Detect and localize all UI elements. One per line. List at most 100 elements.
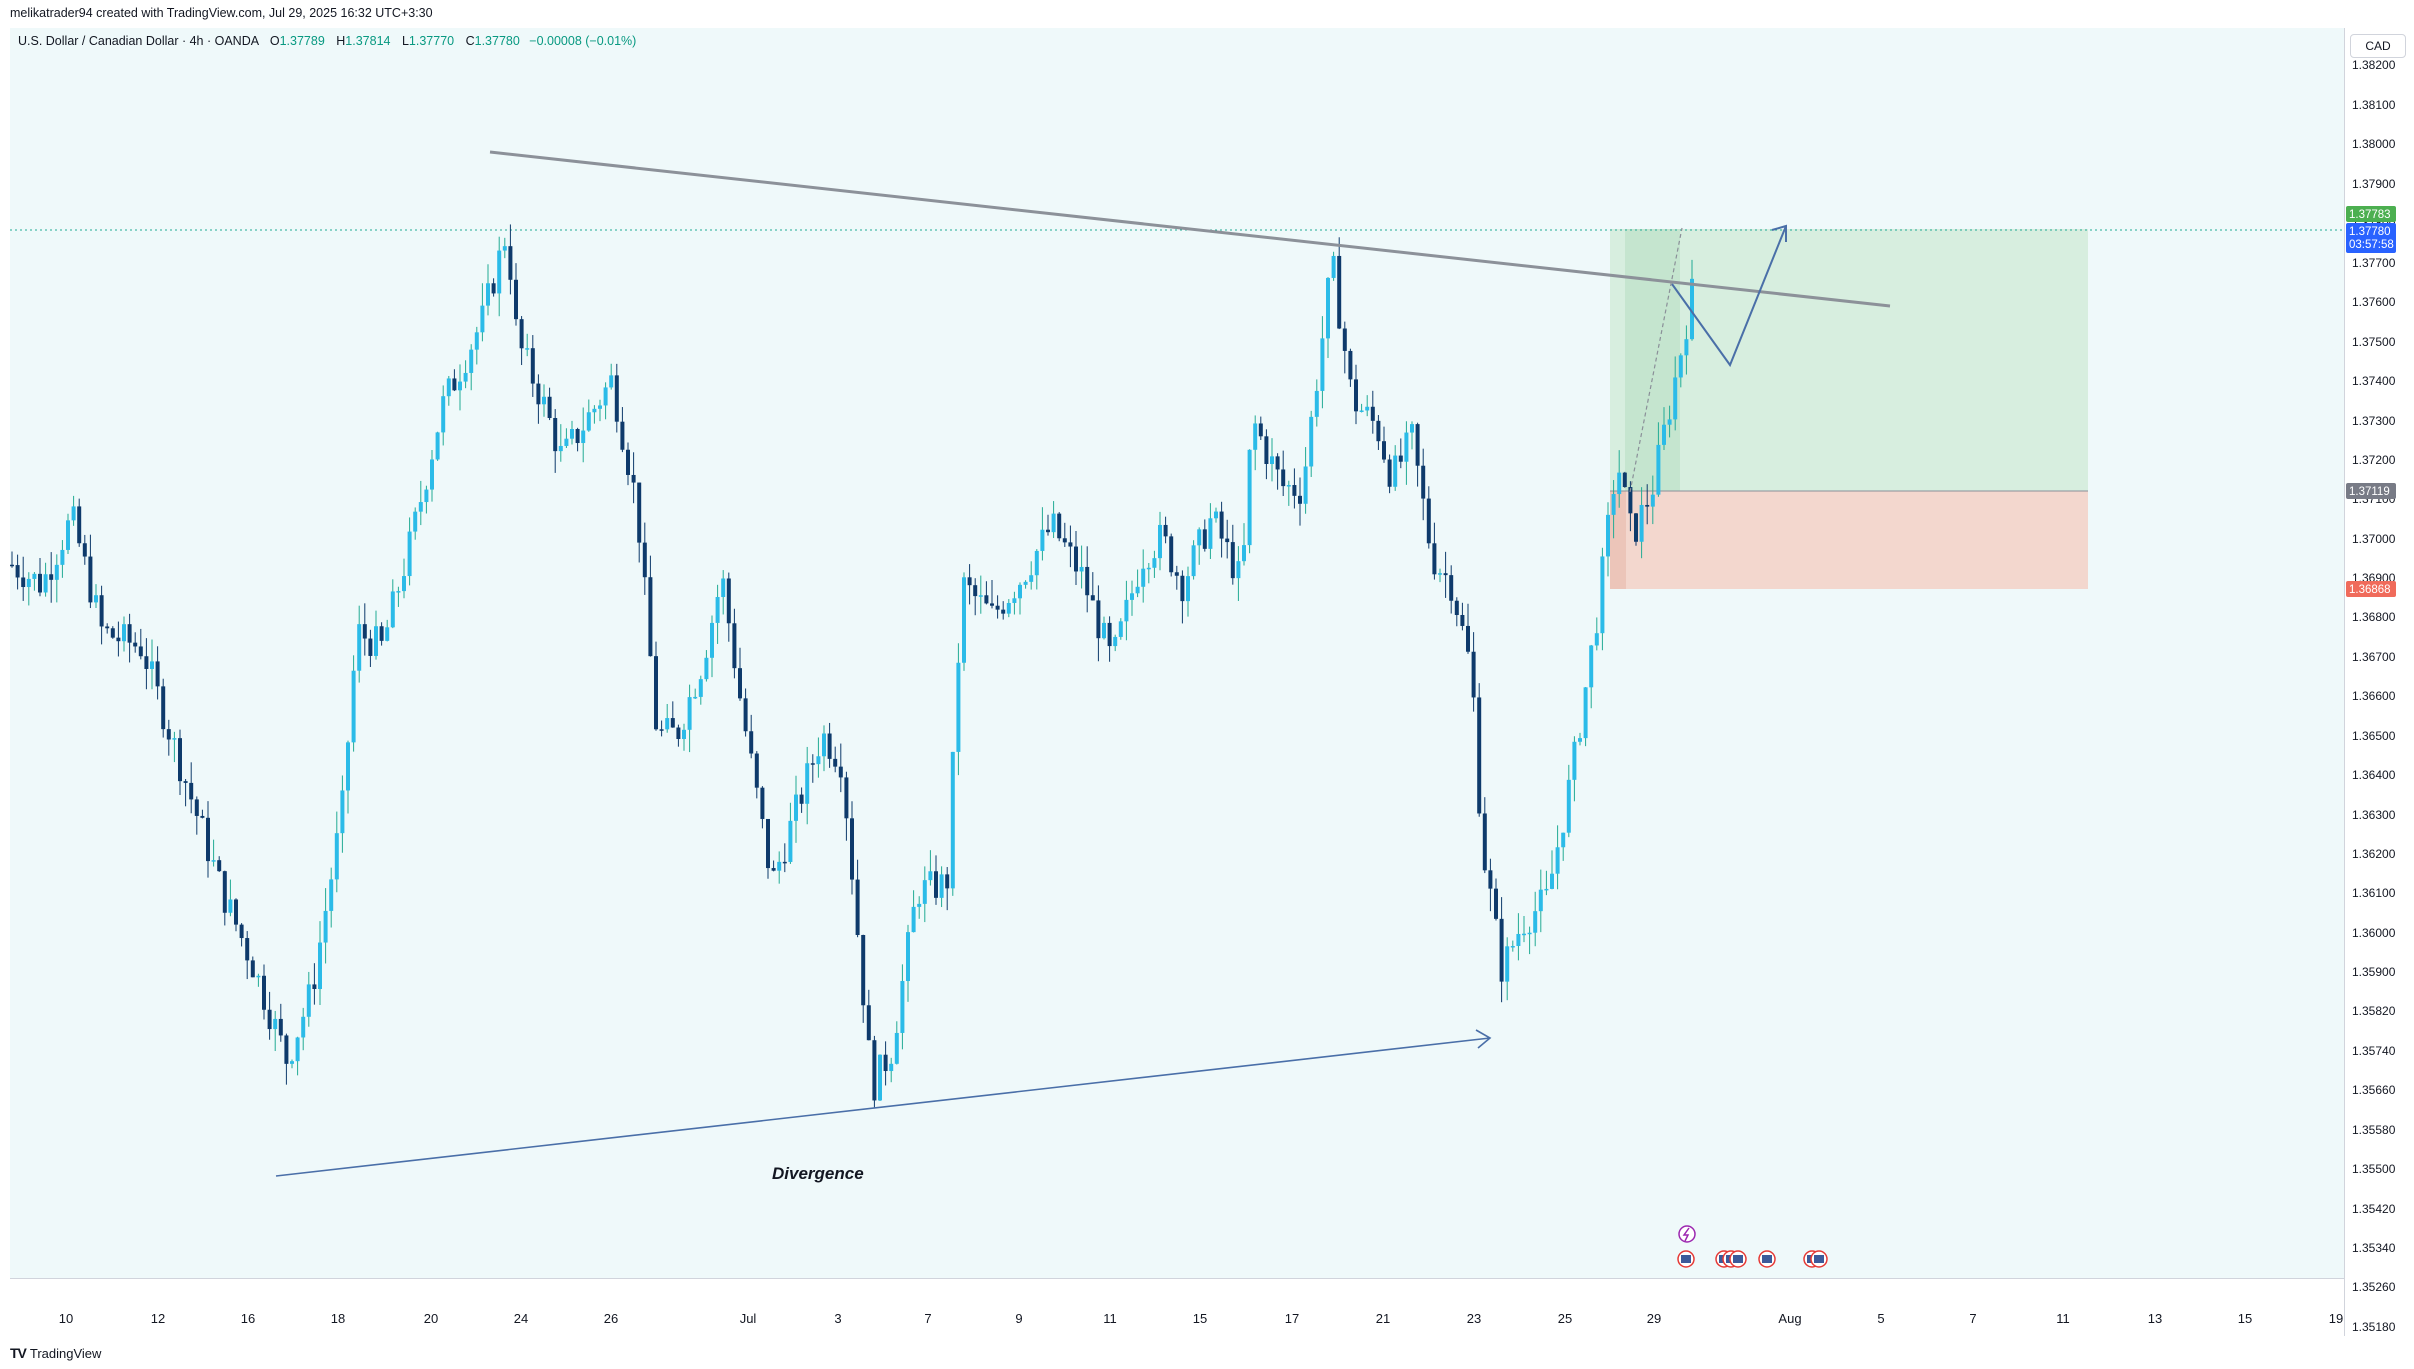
candle-body [822,733,826,757]
candle [245,931,250,980]
candle [497,236,502,317]
price-tick-label: 1.37900 [2352,177,2396,191]
candle [1370,390,1375,434]
candle-body [995,605,1000,610]
time-tick-label: 3 [834,1311,841,1326]
candle [917,896,922,919]
change-value: −0.00008 (−0.01%) [529,34,637,48]
candle [385,619,390,642]
candle [614,363,619,433]
candle-body [306,984,311,1017]
flag-icon [1762,1255,1772,1263]
candle [1113,634,1118,652]
candle-body [435,432,440,460]
candle-body [418,502,423,512]
candle [665,703,670,733]
candle-body [1314,390,1319,417]
candle [794,775,798,843]
candle [1230,524,1235,585]
time-tick-label: 10 [59,1311,73,1326]
candle-body [536,383,541,405]
candle [861,934,866,1023]
candle [1326,277,1330,359]
price-tick-label: 1.36100 [2352,886,2396,900]
candle [1337,237,1342,330]
price-tick-label: 1.38000 [2352,137,2396,151]
candle [1163,516,1168,544]
candle-body [1617,472,1622,495]
candle [1023,580,1028,589]
candle [878,1054,882,1101]
candle [570,420,574,445]
candle-body [362,624,367,639]
candle [234,898,238,932]
candle [1281,450,1286,496]
price-tick-label: 1.37600 [2352,295,2396,309]
candle-body [967,577,972,586]
candle [66,513,70,554]
candle-body [1202,529,1207,549]
candle [525,333,530,357]
candle [883,1041,888,1086]
candle [54,554,59,603]
currency-button[interactable]: CAD [2350,34,2406,58]
candle [1169,533,1174,577]
projection-arrowhead [1771,224,1787,242]
candle-body [1102,622,1106,639]
candle [1029,561,1034,590]
candle [682,723,686,751]
candle [1673,356,1678,431]
candle-body [1544,888,1549,891]
candle-body [323,910,328,943]
candle-body [1421,465,1426,499]
candle-body [1337,255,1342,329]
time-tick-label: 15 [2238,1311,2252,1326]
price-tick-label: 1.35580 [2352,1123,2396,1137]
candle [127,613,132,663]
candle-body [1365,406,1370,411]
candle-body [1449,575,1454,601]
candle-body [570,429,574,439]
candle [771,860,776,872]
candle [1180,570,1185,624]
candle-body [1561,832,1566,848]
entry-price-tag-text: 1.37119 [2349,486,2390,498]
candle [1118,618,1123,640]
candle-body [1589,645,1594,688]
candle-body [66,520,70,550]
candle [693,688,698,700]
candle [267,991,272,1040]
candle [1617,450,1622,508]
candle [710,615,714,678]
candle-body [1331,255,1336,278]
candle [530,335,535,397]
divergence-trendline [275,1037,1491,1177]
candle-body [116,637,121,642]
tradingview-brand[interactable]: TV TradingView [10,1345,101,1361]
candle-body [844,777,849,819]
candle [855,859,860,938]
candle [1102,616,1106,640]
candle [1331,251,1336,281]
take-profit-price-tag: 1.37783 [2346,206,2396,222]
candle [183,779,188,807]
candle [1079,545,1084,589]
tradingview-logo-icon: TV [10,1345,27,1361]
candle-body [497,250,502,294]
candle [1018,582,1022,615]
candle-body [1275,456,1280,470]
candle-body [1382,441,1386,460]
trade-dashed-line [1629,227,1683,493]
candle-body [217,860,222,872]
candle [894,1021,899,1065]
candle [10,551,14,568]
candle [1236,546,1241,601]
low-key: L [401,34,409,48]
candle-body [413,511,418,532]
candle-body [984,595,989,604]
candle [368,629,373,667]
candle [1270,438,1274,482]
candle [1611,480,1616,539]
candle-body [816,756,821,765]
